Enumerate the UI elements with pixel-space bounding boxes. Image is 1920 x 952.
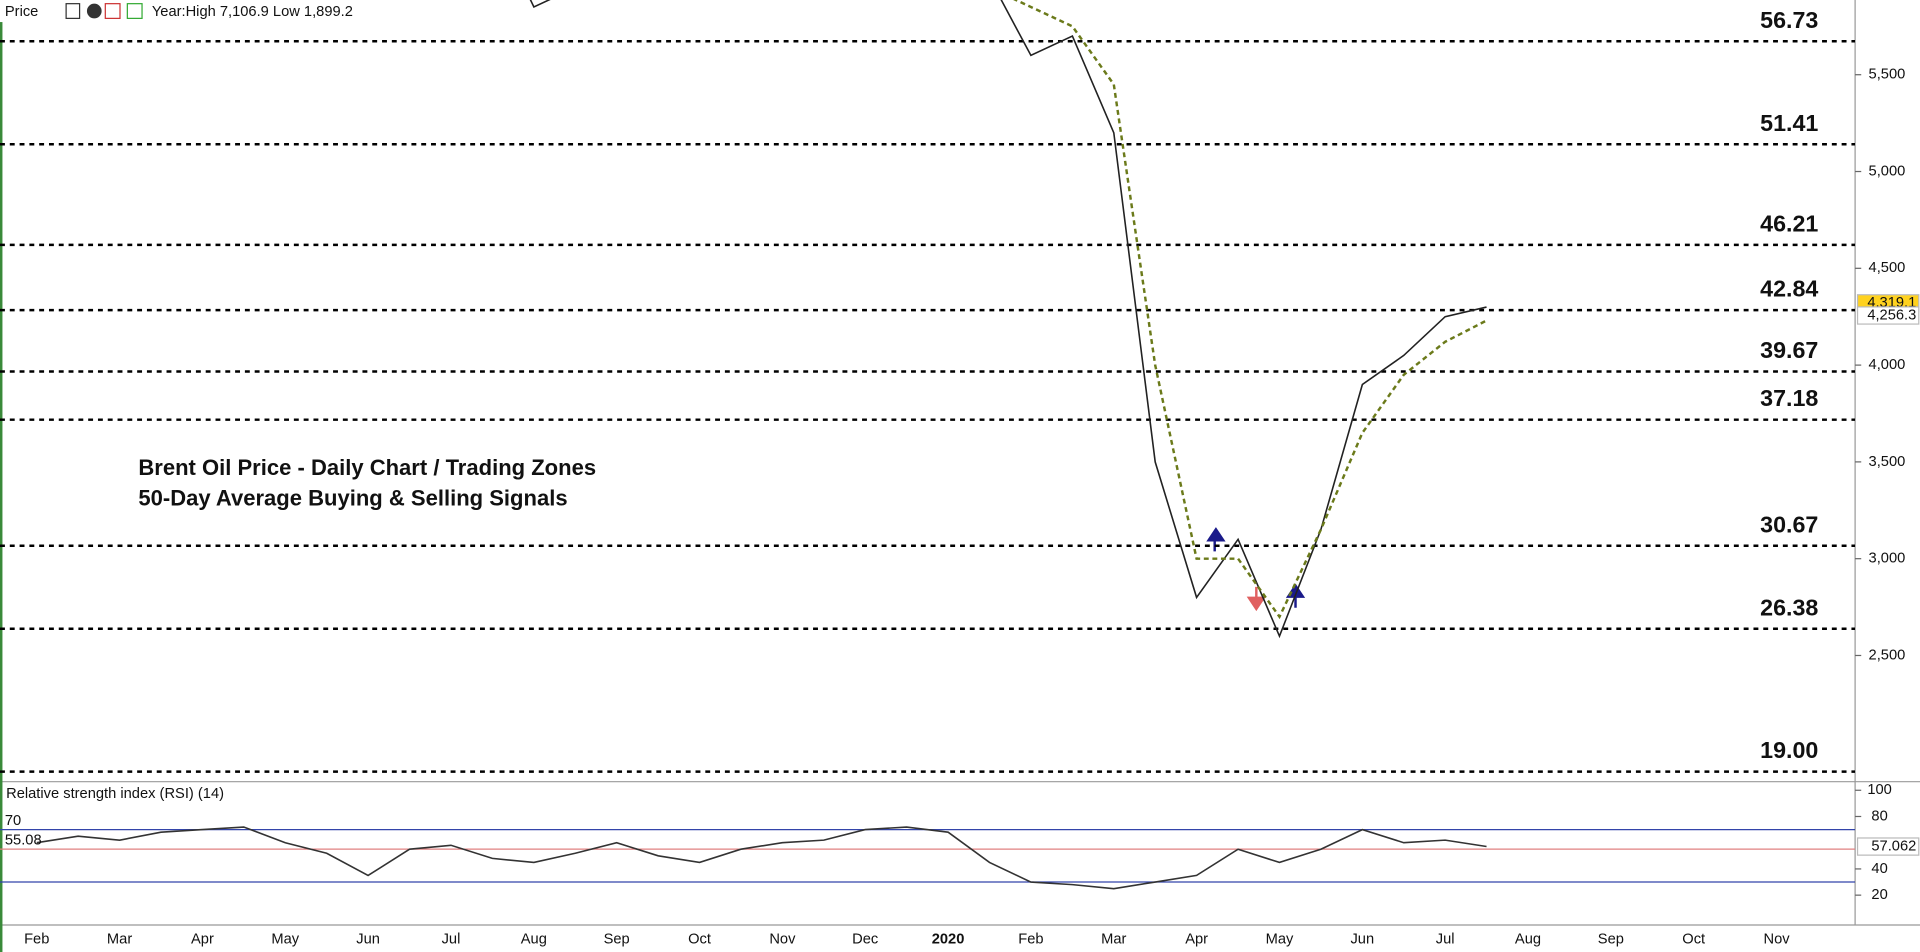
y-tick-label: 3,000 bbox=[1869, 551, 1906, 567]
y-tick-label: 4,500 bbox=[1869, 260, 1906, 276]
rsi-tag bbox=[1856, 837, 1920, 856]
level-label: 56.73 bbox=[1760, 7, 1818, 33]
x-tick-label: Feb bbox=[1018, 932, 1043, 948]
y-tick-label: 5,500 bbox=[1869, 67, 1906, 83]
y-tick-label: 20 bbox=[1871, 887, 1887, 903]
price-plot bbox=[0, 0, 1856, 773]
x-tick-label: Jun bbox=[1350, 932, 1374, 948]
x-tick-label: Dec bbox=[852, 932, 878, 948]
x-tick-label: Mar bbox=[107, 932, 132, 948]
rsi-reference-label: 55.08 bbox=[5, 832, 42, 848]
sell-signal bbox=[1246, 586, 1266, 612]
x-tick-label: Jul bbox=[442, 932, 461, 948]
series-line bbox=[529, 0, 1487, 639]
level-label: 19.00 bbox=[1760, 737, 1818, 763]
toolbar: Price Year:High 7,106.9 Low 1,899.2 bbox=[0, 0, 353, 23]
price-tag-label: 4,256.3 bbox=[1867, 307, 1916, 323]
x-tick-label: Jun bbox=[356, 932, 380, 948]
level-label: 26.38 bbox=[1760, 594, 1818, 620]
price-header: Price bbox=[5, 4, 38, 20]
x-tick-label: Apr bbox=[191, 932, 214, 948]
x-tick-label: Mar bbox=[1101, 932, 1126, 948]
chart-title: Brent Oil Price - Daily Chart / Trading … bbox=[138, 455, 596, 480]
x-tick-label: Aug bbox=[1515, 932, 1541, 948]
y-tick-label: 3,500 bbox=[1869, 454, 1906, 470]
y-tick-label: 40 bbox=[1871, 861, 1887, 877]
x-tick-label: Nov bbox=[769, 932, 796, 948]
chart-subtitle: 50-Day Average Buying & Selling Signals bbox=[138, 486, 567, 511]
year-range: Year:High 7,106.9 Low 1,899.2 bbox=[152, 4, 353, 20]
rsi-tag-label: 57.062 bbox=[1871, 838, 1916, 854]
level-label: 30.67 bbox=[1760, 511, 1818, 537]
x-tick-label: Jul bbox=[1436, 932, 1455, 948]
rsi-header: Relative strength index (RSI) (14) bbox=[6, 786, 224, 802]
settings-icon[interactable] bbox=[65, 3, 81, 19]
y-tick-label: 5,000 bbox=[1869, 163, 1906, 179]
x-tick-label: Apr bbox=[1185, 932, 1208, 948]
x-tick-label: Oct bbox=[688, 932, 711, 948]
x-tick-label: 2020 bbox=[932, 932, 965, 948]
y-tick-label: 80 bbox=[1871, 808, 1887, 824]
rsi-band-label: 70 bbox=[5, 813, 21, 829]
rsi-plot bbox=[0, 826, 1856, 890]
price-tag bbox=[1856, 306, 1920, 325]
x-tick-label: Aug bbox=[521, 932, 547, 948]
level-label: 42.84 bbox=[1760, 276, 1818, 302]
y-tick-label: 100 bbox=[1867, 782, 1892, 798]
up-icon[interactable] bbox=[126, 3, 143, 19]
x-tick-label: Nov bbox=[1764, 932, 1791, 948]
y-tick-label: 4,000 bbox=[1869, 357, 1906, 373]
level-label: 39.67 bbox=[1760, 337, 1818, 363]
series-line bbox=[36, 826, 1487, 890]
x-tick-label: May bbox=[1266, 932, 1294, 948]
x-tick-label: May bbox=[271, 932, 299, 948]
x-tick-label: Feb bbox=[24, 932, 49, 948]
level-label: 46.21 bbox=[1760, 210, 1818, 236]
level-label: 37.18 bbox=[1760, 385, 1818, 411]
level-label: 51.41 bbox=[1760, 110, 1818, 136]
series-line bbox=[1013, 0, 1488, 620]
x-tick-label: Oct bbox=[1682, 932, 1705, 948]
x-tick-label: Sep bbox=[604, 932, 630, 948]
y-tick-label: 2,500 bbox=[1869, 647, 1906, 663]
close-icon[interactable] bbox=[86, 3, 102, 19]
x-tick-label: Sep bbox=[1598, 932, 1624, 948]
down-icon[interactable] bbox=[104, 3, 121, 19]
